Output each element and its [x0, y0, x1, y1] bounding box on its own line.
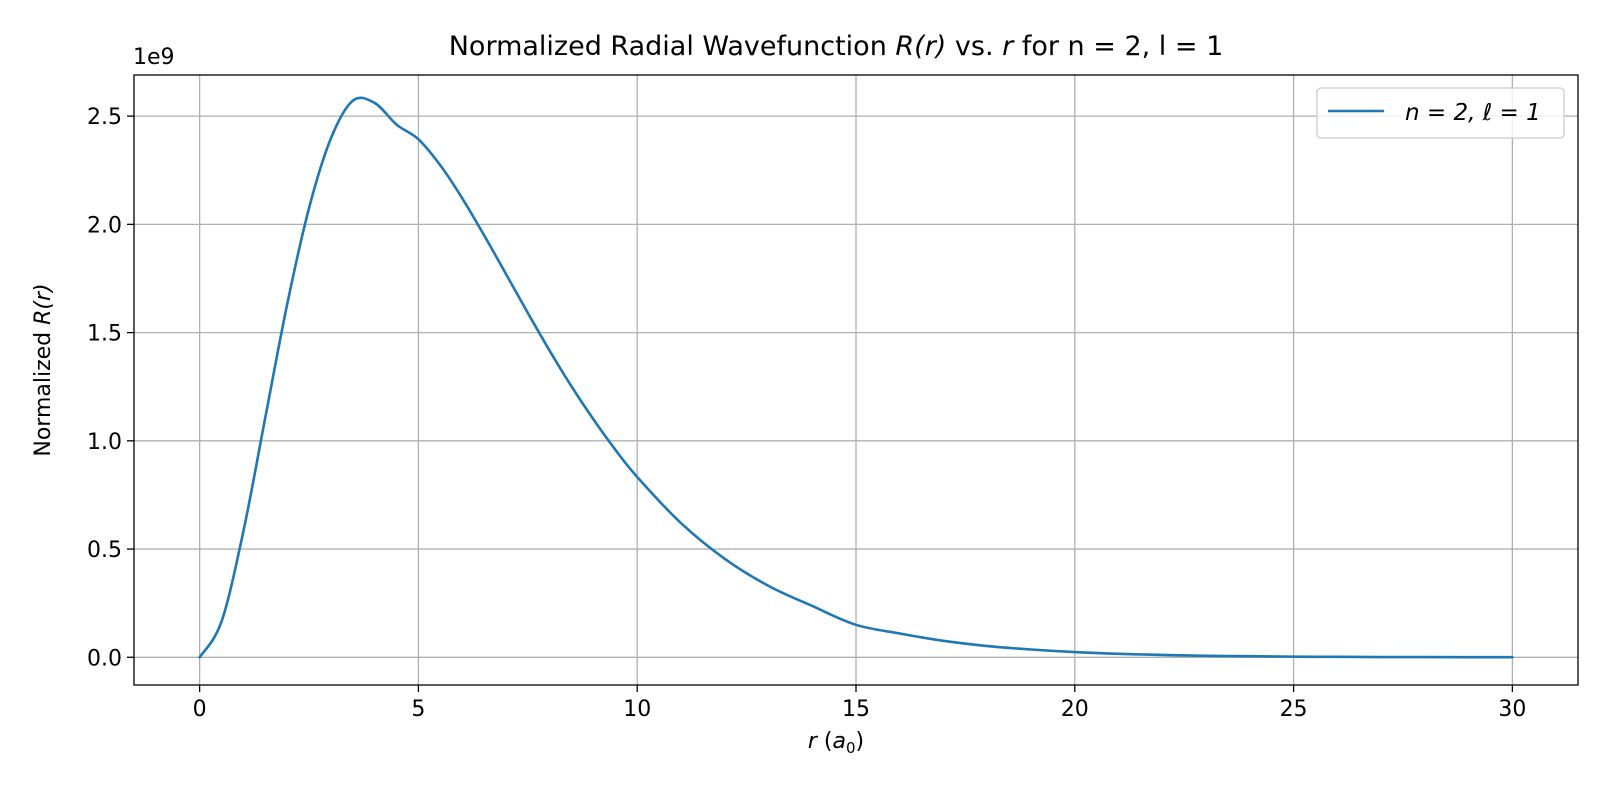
x-axis-label-close: ) — [856, 729, 865, 754]
series-line — [198, 96, 1514, 659]
legend-box — [1316, 87, 1565, 139]
x-tick-label: 15 — [842, 697, 870, 722]
title-prefix: Normalized Radial Wavefunction — [449, 31, 896, 62]
x-axis-label-unit: a — [833, 729, 846, 754]
y-axis-label: Normalized R(r) — [31, 283, 56, 456]
y-axis-label-math: R(r) — [31, 283, 56, 325]
y-axis-label-text: Normalized — [31, 325, 56, 457]
chart-title: Normalized Radial Wavefunction R(r) vs. … — [449, 31, 1224, 62]
grid-lines — [134, 75, 1578, 685]
y-scale-label: 1e9 — [133, 45, 175, 70]
x-tick-label: 0 — [193, 697, 207, 722]
y-tick-label: 0.5 — [87, 538, 122, 563]
y-tick-label: 2.0 — [87, 213, 122, 238]
plot-content — [198, 96, 1514, 659]
x-tick-label: 20 — [1061, 697, 1089, 722]
title-math-1: R(r) — [895, 31, 946, 62]
y-tick-label: 1.0 — [87, 430, 122, 455]
x-tick-label: 25 — [1280, 697, 1308, 722]
x-axis-label-var: r — [808, 729, 819, 754]
x-tick-label: 10 — [623, 697, 651, 722]
x-axis-label-sub: 0 — [846, 739, 856, 757]
legend: n = 2, ℓ = 1 — [1316, 87, 1565, 139]
title-suffix: for n = 2, l = 1 — [1013, 31, 1223, 62]
y-axis-ticks: 0.0 0.5 1.0 1.5 2.0 2.5 — [87, 105, 134, 671]
y-tick-label: 1.5 — [87, 322, 122, 347]
x-tick-label: 5 — [411, 697, 425, 722]
x-axis-label-open: ( — [817, 729, 833, 754]
x-axis-ticks: 0 5 10 15 20 25 30 — [193, 685, 1526, 722]
y-tick-label: 2.5 — [87, 105, 122, 130]
legend-label: n = 2, ℓ = 1 — [1405, 100, 1541, 126]
y-tick-label: 0.0 — [87, 646, 122, 671]
x-axis-label: r (a0) — [808, 729, 864, 757]
title-math-2: r — [1002, 31, 1015, 62]
title-mid: vs. — [946, 31, 1002, 62]
x-tick-label: 30 — [1498, 697, 1526, 722]
